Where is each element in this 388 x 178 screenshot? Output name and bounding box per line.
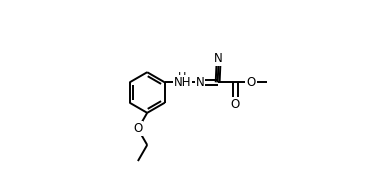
Text: N: N bbox=[214, 52, 223, 65]
Text: H: H bbox=[178, 72, 187, 82]
Text: O: O bbox=[230, 98, 240, 111]
Text: O: O bbox=[133, 122, 142, 135]
Text: N: N bbox=[196, 76, 204, 89]
Text: O: O bbox=[246, 76, 256, 89]
Text: NH: NH bbox=[174, 76, 191, 89]
